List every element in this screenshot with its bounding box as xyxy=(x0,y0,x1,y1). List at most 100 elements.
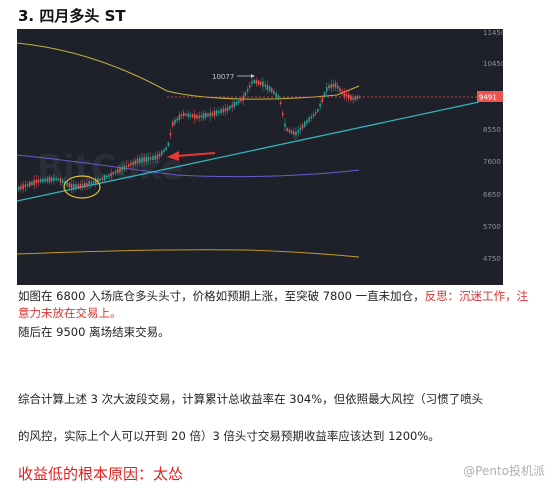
candle-body xyxy=(240,99,242,102)
candle-body xyxy=(26,184,29,186)
paragraph-2: 随后在 9500 离场结束交易。 xyxy=(18,325,170,339)
candle-body xyxy=(279,102,282,104)
candle-body xyxy=(233,102,236,108)
candle-body xyxy=(92,180,95,184)
candle-body xyxy=(48,177,51,183)
candle-body xyxy=(198,115,200,118)
candle-body xyxy=(95,179,97,184)
candle-body xyxy=(200,115,203,118)
candle-body xyxy=(86,183,88,186)
candle-body xyxy=(205,113,207,118)
candle-body xyxy=(356,96,359,99)
candle-body xyxy=(354,96,357,101)
candle-body xyxy=(174,119,176,124)
candle-body xyxy=(231,104,233,108)
candle-body xyxy=(284,123,286,127)
candle-body xyxy=(112,172,115,175)
candle-body xyxy=(101,178,104,180)
ma-yellow-line xyxy=(17,42,360,100)
candle-body xyxy=(178,114,181,120)
ma-purple-line xyxy=(17,154,360,178)
current-price-label: 9491 xyxy=(479,94,497,102)
price-axis: 11450 10450 8550 7600 6650 5700 4750 xyxy=(483,29,503,263)
candle-body xyxy=(235,101,238,105)
candle-body xyxy=(271,88,273,93)
candle-body xyxy=(191,114,194,118)
candle-body xyxy=(169,133,172,136)
candle-body xyxy=(218,110,220,113)
candle-body xyxy=(158,153,161,157)
candle-body xyxy=(37,179,40,183)
candle-body xyxy=(119,167,121,173)
candlesticks xyxy=(18,76,361,194)
candle-body xyxy=(167,142,170,147)
candle-body xyxy=(251,81,253,84)
candle-body xyxy=(273,90,275,94)
price-label: 4750 xyxy=(483,255,501,263)
candle-body xyxy=(246,89,249,92)
candle-body xyxy=(106,176,108,178)
candle-body xyxy=(242,95,244,101)
candle-body xyxy=(202,113,205,119)
candle-body xyxy=(24,184,27,188)
candle-body xyxy=(152,155,154,161)
candle-body xyxy=(268,86,271,92)
candle-body xyxy=(156,154,159,160)
trendline xyxy=(17,101,480,202)
candle-body xyxy=(123,165,126,170)
candle-body xyxy=(306,120,308,124)
candle-body xyxy=(84,183,86,187)
candle-body xyxy=(132,161,134,165)
candle-body xyxy=(194,114,196,119)
candle-body xyxy=(139,158,141,164)
candle-body xyxy=(154,155,156,160)
candle-body xyxy=(238,100,240,104)
candle-body xyxy=(97,178,99,184)
candle-body xyxy=(345,94,348,97)
conclusion: 收益低的根本原因：太怂 xyxy=(18,465,184,483)
candle-body xyxy=(136,158,139,164)
candle-body xyxy=(18,186,20,191)
candle-body xyxy=(70,184,73,189)
candle-body xyxy=(249,85,251,88)
candle-body xyxy=(332,84,335,88)
candle-body xyxy=(308,117,310,122)
candle-body xyxy=(304,121,306,127)
candle-body xyxy=(59,178,62,183)
candle-body xyxy=(326,87,328,92)
candle-body xyxy=(348,94,350,99)
candle-body xyxy=(121,167,123,171)
price-label: 11450 xyxy=(483,29,503,37)
author-watermark: @Pento投机派 xyxy=(463,464,545,478)
current-price-tag xyxy=(477,91,503,102)
candle-body xyxy=(222,108,225,113)
candle-body xyxy=(299,127,302,131)
candle-body xyxy=(147,156,150,161)
candle-body xyxy=(77,184,79,188)
candle-body xyxy=(145,156,148,162)
candle-body xyxy=(352,98,354,100)
candle-body xyxy=(328,85,330,89)
candle-body xyxy=(310,116,313,119)
candle-body xyxy=(211,112,214,116)
candle-body xyxy=(68,182,71,188)
candle-body xyxy=(207,113,209,117)
candle-body xyxy=(260,82,262,85)
candle-body xyxy=(339,88,341,92)
candle-body xyxy=(264,84,266,87)
candle-body xyxy=(40,179,42,183)
paragraph-1-text: 如图在 6800 入场底仓多头头寸，价格如预期上涨，至突破 7800 一直未加仓… xyxy=(18,289,425,303)
candle-body xyxy=(209,112,211,117)
candle-body xyxy=(180,114,183,117)
candle-body xyxy=(125,165,128,168)
candle-body xyxy=(343,91,346,97)
candle-body xyxy=(88,181,90,187)
candle-body xyxy=(253,79,255,84)
candle-body xyxy=(81,183,84,187)
candle-body xyxy=(295,132,297,136)
candle-body xyxy=(141,157,143,163)
candle-body xyxy=(301,124,304,129)
candle-body xyxy=(183,112,185,116)
candle-body xyxy=(20,186,22,190)
candle-body xyxy=(330,84,332,89)
